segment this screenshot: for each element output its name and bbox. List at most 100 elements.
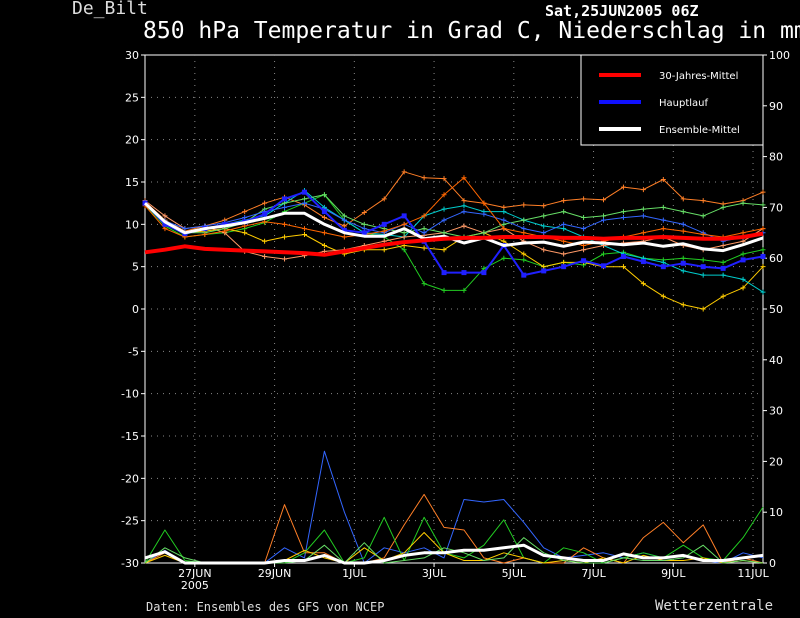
- temp-point-m4: [441, 206, 447, 212]
- temp-point-m1: [640, 187, 646, 193]
- temp-point-m3: [421, 245, 427, 251]
- temp-point-m2: [601, 251, 607, 257]
- temp-point-m8: [740, 230, 746, 236]
- temp-point-m6: [660, 204, 666, 210]
- temp-point-Hauptlauf: [581, 258, 587, 264]
- temp-point-m6: [581, 215, 587, 221]
- temp-point-m8: [481, 200, 487, 206]
- y-left-tick-label: 0: [132, 303, 139, 316]
- temp-series-30-Jahres-Mittel: [144, 231, 764, 257]
- temp-point-Hauptlauf: [401, 213, 407, 219]
- temp-point-m7: [301, 200, 307, 206]
- temp-point-Hauptlauf: [521, 272, 527, 278]
- temp-series-m4: [144, 190, 764, 293]
- temp-point-m3: [321, 243, 327, 248]
- temp-point-Hauptlauf: [680, 260, 686, 266]
- temp-point-m8: [242, 223, 248, 229]
- temp-point-Hauptlauf: [321, 209, 327, 215]
- temp-point-m3: [760, 264, 766, 270]
- temp-point-m3: [700, 306, 706, 312]
- temp-point-m7: [581, 226, 587, 232]
- temp-point-Hauptlauf: [740, 257, 746, 263]
- temp-point-m7: [541, 230, 547, 236]
- temp-point-m3: [441, 247, 447, 253]
- temp-point-m8: [700, 231, 706, 237]
- temp-point-m1: [501, 204, 507, 210]
- y-left-tick-label: -20: [121, 472, 139, 485]
- temp-point-m1: [521, 202, 527, 208]
- temp-point-m8: [441, 192, 447, 198]
- x-tick-label: 9JUL: [661, 567, 686, 580]
- temp-point-m5: [282, 256, 288, 262]
- temp-point-m2: [740, 251, 746, 257]
- y-right-tick-label: 30: [769, 405, 783, 418]
- temp-point-m7: [680, 221, 686, 227]
- temp-point-m6: [700, 213, 706, 219]
- temp-series-m2: [144, 194, 764, 291]
- temp-point-m3: [262, 238, 268, 244]
- temp-point-m1: [660, 176, 666, 182]
- temp-point-Hauptlauf: [620, 254, 626, 260]
- temp-point-m7: [461, 209, 467, 215]
- temp-point-m8: [301, 226, 307, 232]
- temp-point-Hauptlauf: [142, 200, 148, 206]
- temp-point-m8: [461, 175, 467, 181]
- temp-point-m4: [501, 209, 507, 215]
- temp-point-m6: [501, 221, 507, 227]
- y-right-tick-label: 50: [769, 303, 783, 316]
- temp-point-m4: [561, 226, 567, 232]
- chart-title: 850 hPa Temperatur in Grad C, Niederschl…: [143, 18, 800, 44]
- temp-point-m8: [222, 228, 228, 234]
- y-left-tick-label: 10: [125, 218, 139, 231]
- temp-point-m8: [282, 221, 288, 227]
- temp-point-m7: [660, 217, 666, 223]
- temp-series-Hauptlauf: [144, 191, 764, 277]
- temp-point-m3: [740, 285, 746, 291]
- temp-point-m7: [620, 215, 626, 221]
- temp-point-m6: [561, 209, 567, 215]
- temp-point-m8: [660, 226, 666, 232]
- temp-point-m5: [541, 247, 547, 253]
- temp-point-Hauptlauf: [361, 230, 367, 236]
- temp-point-m4: [461, 203, 467, 209]
- temp-point-Hauptlauf: [381, 221, 387, 227]
- temp-point-m5: [581, 247, 587, 253]
- temp-point-Hauptlauf: [162, 221, 168, 227]
- y-right-tick-label: 80: [769, 151, 783, 164]
- legend-label: Ensemble-Mittel: [659, 125, 740, 136]
- temp-point-Hauptlauf: [222, 221, 228, 227]
- temp-point-m1: [700, 198, 706, 204]
- temp-point-m3: [301, 231, 307, 237]
- temp-point-m6: [740, 200, 746, 206]
- temp-point-m3: [242, 230, 248, 236]
- temp-point-m6: [720, 204, 726, 210]
- temp-point-m6: [301, 196, 307, 202]
- temp-point-m8: [162, 226, 168, 232]
- temp-point-m6: [282, 200, 288, 206]
- y-left-tick-label: -30: [121, 557, 139, 570]
- temp-point-Hauptlauf: [660, 264, 666, 270]
- y-left-tick-label: 20: [125, 134, 139, 147]
- temp-point-m7: [242, 215, 248, 221]
- temp-point-m5: [401, 234, 407, 240]
- temp-point-m1: [421, 175, 427, 181]
- temp-point-m5: [461, 223, 467, 229]
- temp-point-m7: [421, 230, 427, 236]
- y-right-tick-label: 60: [769, 252, 783, 265]
- temp-point-m5: [561, 251, 567, 257]
- temp-point-m8: [680, 228, 686, 234]
- temp-point-m6: [341, 213, 347, 219]
- temp-point-m4: [720, 272, 726, 278]
- y-right-tick-label: 20: [769, 455, 783, 468]
- y-right-tick-label: 100: [769, 49, 790, 62]
- temp-point-m1: [760, 189, 766, 195]
- temp-point-m6: [321, 192, 327, 198]
- y-left-tick-label: -5: [128, 345, 139, 358]
- temp-point-m3: [620, 264, 626, 270]
- legend-label: Hauptlauf: [659, 98, 708, 109]
- x-tick-label: 1JUL: [342, 567, 367, 580]
- y-right-tick-label: 90: [769, 100, 783, 113]
- temp-point-m2: [720, 259, 726, 265]
- temp-point-m6: [760, 202, 766, 208]
